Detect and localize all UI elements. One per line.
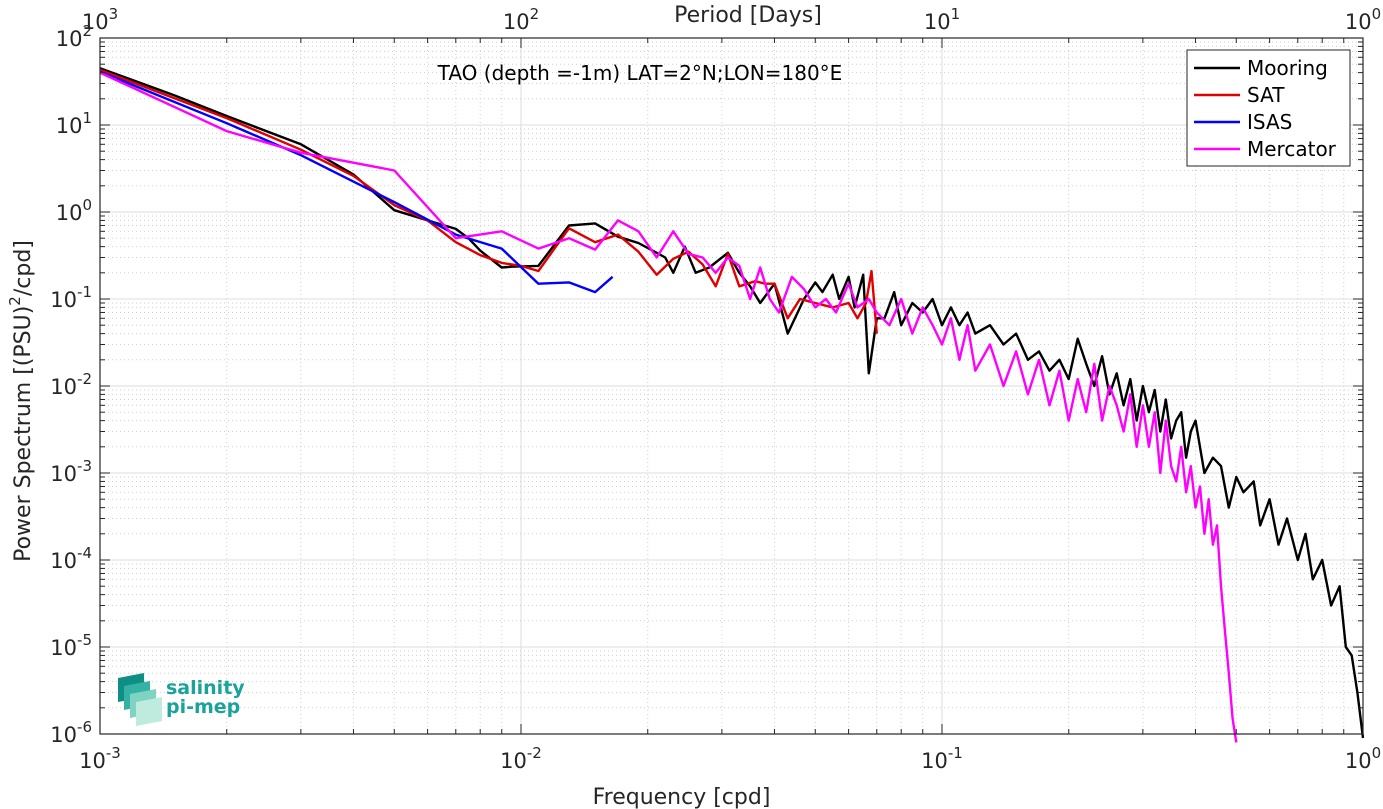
top-axis-label: Period [Days] [674,3,822,28]
y-tick-label: 101 [56,109,92,138]
x-tick-label: 10-2 [500,744,542,773]
y-tick-label: 10-2 [50,370,92,399]
x-tick-label: 100 [1345,744,1381,773]
legend-label-isas: ISAS [1247,110,1292,134]
chart-title: TAO (depth =-1m) LAT=2°N;LON=180°E [437,61,843,85]
series-line-mercator [99,71,1238,743]
y-tick-label: 10-5 [50,631,92,660]
y-tick-label: 10-3 [50,457,92,486]
series-line-mooring [99,67,1365,739]
series-line-sat [99,68,878,334]
y-tick-label: 102 [56,22,92,51]
series-line-isas [99,70,614,294]
y-tick-label: 10-1 [50,283,92,312]
top-tick-label: 103 [82,5,118,34]
top-tick-label: 102 [503,5,539,34]
legend: Mooring SAT ISAS Mercator [1186,49,1351,167]
top-tick-label: 100 [1345,5,1381,34]
logo-text-line1: salinity [166,677,245,699]
legend-label-mercator: Mercator [1247,137,1337,161]
y-tick-label: 10-6 [50,718,92,747]
x-tick-label: 10-1 [921,744,963,773]
legend-box [1186,49,1351,167]
y-axis-label: Power Spectrum [(PSU)2/cpd] [6,240,36,562]
top-tick-label: 101 [924,5,960,34]
legend-label-sat: SAT [1247,83,1285,107]
logo-wave-icon [136,697,162,726]
legend-label-mooring: Mooring [1247,56,1328,80]
x-axis-label: Frequency [cpd] [593,785,771,809]
x-tick-label: 10-3 [79,744,121,773]
y-tick-label: 10-4 [50,544,92,573]
y-tick-label: 100 [56,196,92,225]
logo-text-line2: pi-mep [166,696,240,718]
